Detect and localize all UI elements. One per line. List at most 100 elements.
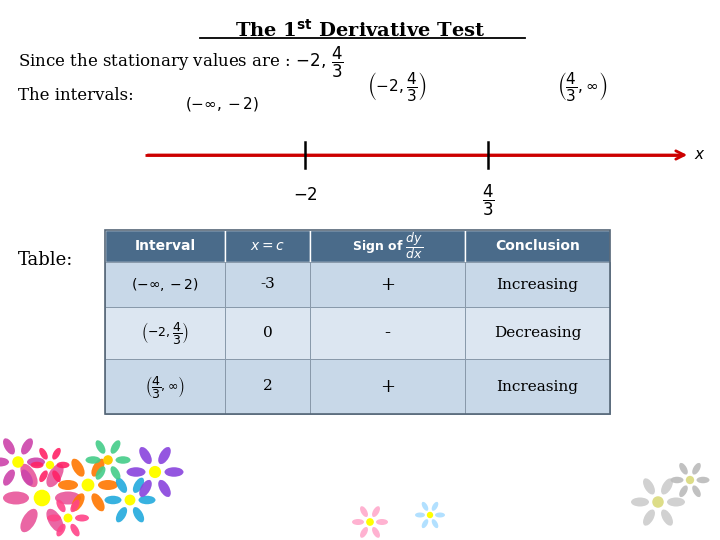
Circle shape <box>46 461 54 469</box>
Ellipse shape <box>58 480 78 490</box>
Ellipse shape <box>96 440 105 454</box>
Ellipse shape <box>116 507 127 522</box>
Text: Decreasing: Decreasing <box>494 326 581 340</box>
Ellipse shape <box>71 500 80 512</box>
Ellipse shape <box>631 497 649 507</box>
Ellipse shape <box>91 494 104 511</box>
Bar <box>225 262 310 307</box>
Text: $\left(-2,\dfrac{4}{3}\right)$: $\left(-2,\dfrac{4}{3}\right)$ <box>367 70 427 103</box>
Text: -: - <box>384 324 390 342</box>
Ellipse shape <box>21 469 33 485</box>
Text: 0: 0 <box>263 326 272 340</box>
Circle shape <box>12 456 24 468</box>
Ellipse shape <box>696 477 709 483</box>
Ellipse shape <box>360 527 368 538</box>
Ellipse shape <box>98 480 118 490</box>
Ellipse shape <box>133 507 144 522</box>
Ellipse shape <box>30 462 43 468</box>
Circle shape <box>81 478 94 491</box>
Ellipse shape <box>3 491 29 504</box>
Bar <box>225 230 310 262</box>
Bar <box>310 262 465 307</box>
Text: Increasing: Increasing <box>497 278 578 292</box>
Ellipse shape <box>127 467 145 477</box>
Ellipse shape <box>670 477 683 483</box>
Bar <box>105 230 225 262</box>
Ellipse shape <box>422 502 428 511</box>
Bar <box>310 359 465 414</box>
Ellipse shape <box>96 466 105 480</box>
Text: Interval: Interval <box>135 239 196 253</box>
Ellipse shape <box>692 485 701 497</box>
Bar <box>465 230 610 262</box>
Text: $\dfrac{4}{3}$: $\dfrac{4}{3}$ <box>482 183 495 218</box>
Ellipse shape <box>352 519 364 525</box>
Ellipse shape <box>53 448 60 460</box>
Ellipse shape <box>46 464 63 487</box>
Ellipse shape <box>138 496 156 504</box>
Ellipse shape <box>46 509 63 532</box>
Circle shape <box>34 490 50 507</box>
Text: $x$: $x$ <box>694 148 706 162</box>
Ellipse shape <box>643 509 655 526</box>
Ellipse shape <box>432 502 438 511</box>
Bar <box>225 307 310 359</box>
Ellipse shape <box>53 470 60 482</box>
Ellipse shape <box>661 509 673 526</box>
Ellipse shape <box>71 494 85 511</box>
Ellipse shape <box>20 509 37 532</box>
Text: Sign of $\dfrac{dy}{dx}$: Sign of $\dfrac{dy}{dx}$ <box>352 231 423 261</box>
Ellipse shape <box>21 438 33 455</box>
Ellipse shape <box>432 519 438 528</box>
Text: $\left(-2,\dfrac{4}{3}\right)$: $\left(-2,\dfrac{4}{3}\right)$ <box>141 320 189 346</box>
Ellipse shape <box>56 462 70 468</box>
Text: 2: 2 <box>263 380 272 394</box>
Text: $\left(\dfrac{4}{3},\infty\right)$: $\left(\dfrac{4}{3},\infty\right)$ <box>557 70 607 103</box>
Ellipse shape <box>164 467 184 477</box>
Text: -3: -3 <box>260 278 275 292</box>
Bar <box>225 359 310 414</box>
Text: $\left(\dfrac{4}{3},\infty\right)$: $\left(\dfrac{4}{3},\infty\right)$ <box>145 374 185 400</box>
Text: $x = c$: $x = c$ <box>250 239 285 253</box>
Bar <box>465 262 610 307</box>
Text: Since the stationary values are : $-2,\,\dfrac{4}{3}$: Since the stationary values are : $-2,\,… <box>18 44 344 79</box>
Ellipse shape <box>55 491 81 504</box>
Circle shape <box>125 495 135 505</box>
Ellipse shape <box>372 506 380 517</box>
Ellipse shape <box>104 496 122 504</box>
Ellipse shape <box>116 477 127 493</box>
Bar <box>105 359 225 414</box>
Ellipse shape <box>158 447 171 464</box>
Ellipse shape <box>91 458 104 477</box>
Ellipse shape <box>667 497 685 507</box>
Ellipse shape <box>115 456 130 464</box>
Ellipse shape <box>661 478 673 495</box>
Text: $(-\infty,-2)$: $(-\infty,-2)$ <box>185 95 259 113</box>
Circle shape <box>103 455 113 465</box>
Ellipse shape <box>111 440 120 454</box>
Ellipse shape <box>139 447 152 464</box>
Circle shape <box>427 512 433 518</box>
Ellipse shape <box>158 480 171 497</box>
Ellipse shape <box>75 515 89 522</box>
Ellipse shape <box>376 519 388 525</box>
Ellipse shape <box>372 527 380 538</box>
Text: +: + <box>380 275 395 294</box>
Ellipse shape <box>111 466 120 480</box>
Circle shape <box>149 466 161 478</box>
Ellipse shape <box>133 477 144 493</box>
Text: Conclusion: Conclusion <box>495 239 580 253</box>
Circle shape <box>652 496 664 508</box>
Ellipse shape <box>20 464 37 487</box>
Circle shape <box>366 518 374 526</box>
Bar <box>105 230 610 414</box>
Ellipse shape <box>0 457 9 467</box>
Ellipse shape <box>435 512 445 517</box>
Ellipse shape <box>3 469 15 485</box>
Ellipse shape <box>679 463 688 475</box>
Ellipse shape <box>139 480 152 497</box>
Ellipse shape <box>39 448 48 460</box>
Ellipse shape <box>643 478 655 495</box>
Ellipse shape <box>71 458 85 477</box>
Text: $-2$: $-2$ <box>292 187 318 204</box>
